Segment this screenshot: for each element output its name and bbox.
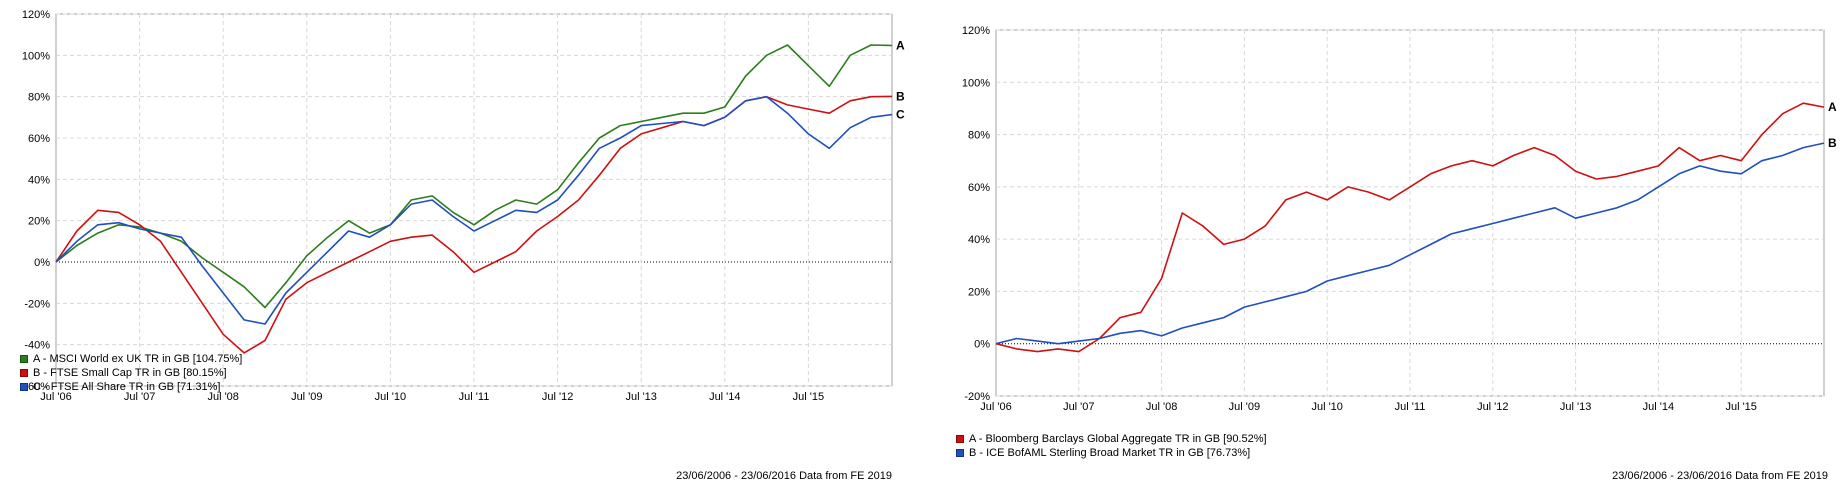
legend-item-b: B - FTSE Small Cap TR in GB [80.15%] (20, 366, 242, 380)
chart-footer-2: 23/06/2006 - 23/06/2016 Data from FE 201… (1612, 470, 1828, 482)
legend-swatch-b (956, 449, 964, 457)
x-tick-label: Jul '11 (459, 391, 490, 403)
y-tick-label: 60% (968, 182, 990, 194)
chart-footer-1: 23/06/2006 - 23/06/2016 Data from FE 201… (676, 470, 892, 482)
chart-panel-2: 120% 100% 80% 60% 40% 20% 0% -20% Jul '06 Jul '07… (920, 0, 1842, 484)
x-tick-label: Jul '08 (1146, 401, 1177, 413)
y-tick-label: 80% (28, 92, 50, 104)
chart-legend-2: A - Bloomberg Barclays Global Aggregate … (956, 432, 1267, 460)
chart-svg-1: 120%100%80%60%40%20%0%-20%-40%-60%Jul '0… (22, 9, 905, 403)
y-tick-label: -20% (964, 391, 990, 403)
chart-panel-1: 120% 100% 80% 60% 40% 20% 0% -20% -40% -60% Jul '0… (0, 0, 920, 484)
x-tick-label: Jul '15 (1725, 401, 1756, 413)
legend-label-c: C - FTSE All Share TR in GB [71.31%] (33, 381, 221, 393)
x-tick-label: Jul '13 (1560, 401, 1591, 413)
x-tick-label: Jul '12 (1477, 401, 1508, 413)
x-tick-label: Jul '15 (793, 391, 824, 403)
x-tick-label: Jul '11 (1395, 401, 1426, 413)
series-end-label-a: A (1828, 100, 1837, 114)
legend-item-a: A - Bloomberg Barclays Global Aggregate … (956, 432, 1267, 446)
y-tick-label: 0% (34, 257, 50, 269)
chart-legend-1: A - MSCI World ex UK TR in GB [104.75%] … (20, 352, 242, 394)
series-end-label-a: A (896, 39, 905, 53)
series-line-a (55, 44, 893, 309)
legend-swatch-c (20, 383, 28, 391)
x-tick-label: Jul '12 (542, 391, 573, 403)
series-line-c (55, 95, 893, 325)
y-tick-label: 120% (22, 9, 50, 21)
legend-item-c: C - FTSE All Share TR in GB [71.31%] (20, 380, 242, 394)
x-tick-label: Jul '14 (709, 391, 740, 403)
legend-swatch-a (956, 435, 964, 443)
legend-label-b: B - FTSE Small Cap TR in GB [80.15%] (33, 367, 227, 379)
y-tick-label: 0% (974, 339, 990, 351)
x-tick-label: Jul '10 (1311, 401, 1342, 413)
y-tick-label: 40% (28, 174, 50, 186)
series-end-label-b: B (896, 89, 905, 103)
x-tick-label: Jul '07 (124, 391, 155, 403)
x-tick-label: Jul '14 (1643, 401, 1674, 413)
y-tick-label: 60% (28, 133, 50, 145)
x-tick-label: Jul '08 (207, 391, 238, 403)
x-tick-label: Jul '09 (291, 391, 322, 403)
legend-label-a: A - Bloomberg Barclays Global Aggregate … (969, 433, 1267, 445)
legend-label-b: B - ICE BofAML Sterling Broad Market TR … (969, 447, 1251, 459)
legend-label-a: A - MSCI World ex UK TR in GB [104.75%] (33, 353, 243, 365)
y-tick-label: -60% (24, 381, 50, 393)
x-tick-label: Jul '13 (625, 391, 656, 403)
y-tick-label: 120% (962, 25, 990, 37)
series-line-a (995, 102, 1825, 353)
x-tick-label: Jul '10 (375, 391, 406, 403)
x-tick-label: Jul '06 (40, 391, 71, 403)
y-tick-label: 80% (968, 130, 990, 142)
y-tick-label: 100% (22, 50, 50, 62)
y-tick-label: -40% (24, 340, 50, 352)
x-tick-label: Jul '07 (1063, 401, 1094, 413)
legend-swatch-a (20, 355, 28, 363)
x-tick-label: Jul '06 (980, 401, 1011, 413)
legend-item-b: B - ICE BofAML Sterling Broad Market TR … (956, 446, 1267, 460)
series-line-b (995, 142, 1825, 345)
series-end-label-c: C (896, 108, 905, 122)
legend-swatch-b (20, 369, 28, 377)
legend-item-a: A - MSCI World ex UK TR in GB [104.75%] (20, 352, 242, 366)
y-tick-label: 20% (28, 216, 50, 228)
y-tick-label: 40% (968, 234, 990, 246)
chart-svg-2: 120% 100% 80% 60% 40% 20% 0% -20%Jul '06 Jul '07… (962, 25, 1837, 413)
y-tick-label: 20% (968, 286, 990, 298)
y-tick-label: 100% (962, 77, 990, 89)
x-tick-label: Jul '09 (1229, 401, 1260, 413)
series-end-label-b: B (1828, 136, 1837, 150)
y-tick-label: -20% (24, 298, 50, 310)
